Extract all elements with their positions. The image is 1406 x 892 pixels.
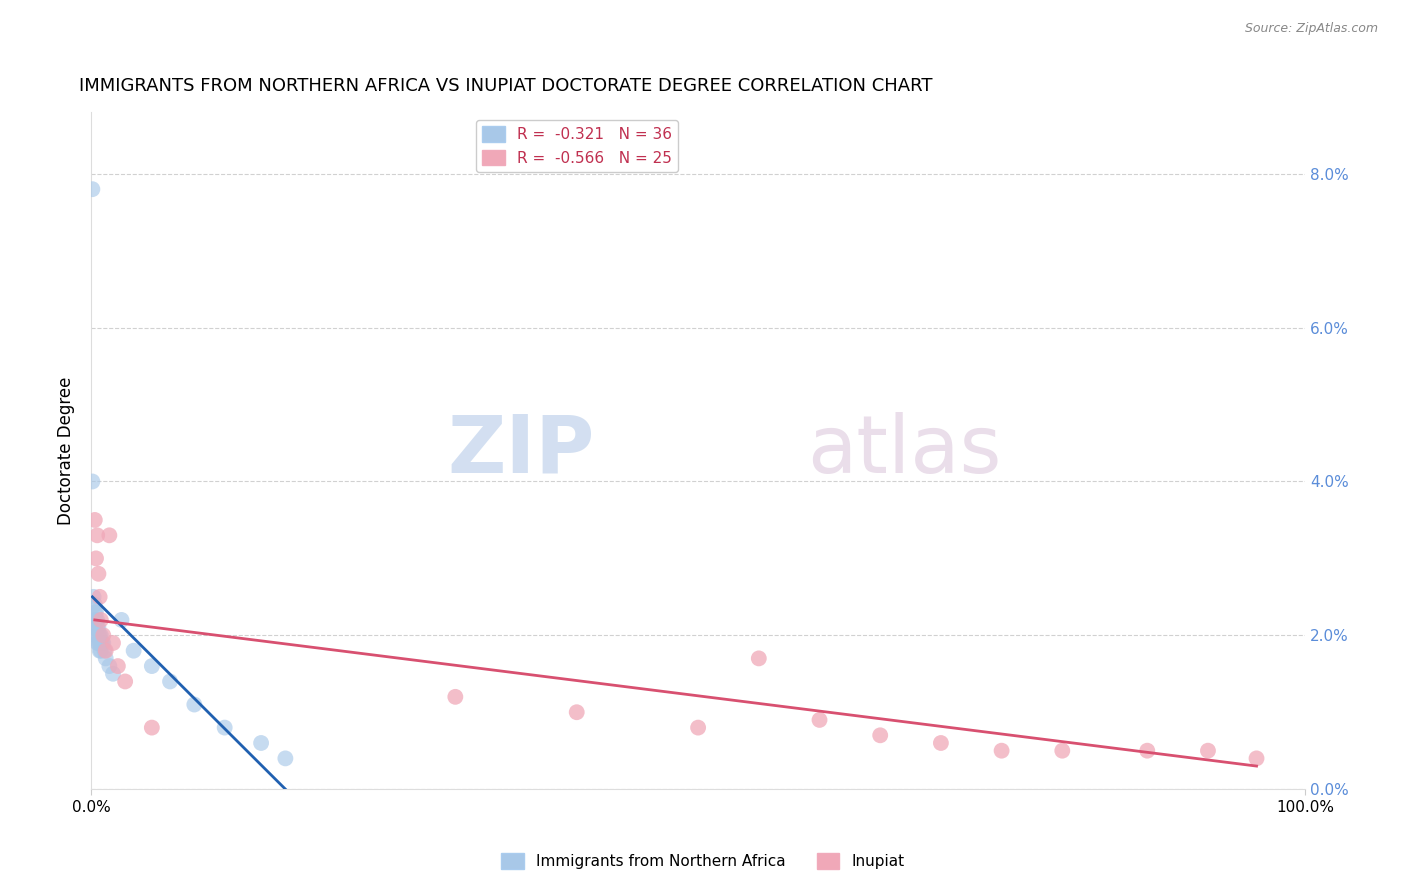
Point <box>808 713 831 727</box>
Point <box>83 621 105 635</box>
Point <box>94 643 117 657</box>
Point <box>86 613 108 627</box>
Point <box>141 659 163 673</box>
Point <box>98 659 121 673</box>
Point <box>183 698 205 712</box>
Point <box>91 636 114 650</box>
Y-axis label: Doctorate Degree: Doctorate Degree <box>58 376 75 524</box>
Legend: Immigrants from Northern Africa, Inupiat: Immigrants from Northern Africa, Inupiat <box>495 847 911 875</box>
Point <box>91 628 114 642</box>
Point <box>1136 744 1159 758</box>
Point <box>110 613 132 627</box>
Point <box>122 643 145 657</box>
Point <box>89 643 111 657</box>
Point <box>274 751 297 765</box>
Point <box>89 590 111 604</box>
Point <box>141 721 163 735</box>
Text: Source: ZipAtlas.com: Source: ZipAtlas.com <box>1244 22 1378 36</box>
Point <box>565 705 588 719</box>
Point <box>90 643 112 657</box>
Point <box>89 636 111 650</box>
Point <box>84 613 107 627</box>
Point <box>86 528 108 542</box>
Point <box>89 628 111 642</box>
Point <box>869 728 891 742</box>
Text: atlas: atlas <box>807 412 1001 490</box>
Point <box>84 551 107 566</box>
Point <box>82 182 104 196</box>
Point <box>98 528 121 542</box>
Point <box>84 628 107 642</box>
Point <box>83 590 105 604</box>
Point <box>87 566 110 581</box>
Point <box>93 643 115 657</box>
Point <box>101 666 124 681</box>
Point <box>250 736 273 750</box>
Point <box>107 659 129 673</box>
Point <box>444 690 467 704</box>
Text: ZIP: ZIP <box>447 412 595 490</box>
Point <box>87 628 110 642</box>
Text: IMMIGRANTS FROM NORTHERN AFRICA VS INUPIAT DOCTORATE DEGREE CORRELATION CHART: IMMIGRANTS FROM NORTHERN AFRICA VS INUPI… <box>79 78 932 95</box>
Point <box>929 736 952 750</box>
Point <box>90 613 112 627</box>
Point <box>90 628 112 642</box>
Point <box>86 636 108 650</box>
Point <box>83 613 105 627</box>
Point <box>83 513 105 527</box>
Point <box>101 636 124 650</box>
Point <box>214 721 236 735</box>
Point <box>90 636 112 650</box>
Point <box>83 598 105 612</box>
Point <box>1197 744 1219 758</box>
Point <box>87 636 110 650</box>
Point <box>1052 744 1074 758</box>
Point <box>86 621 108 635</box>
Point <box>159 674 181 689</box>
Point <box>82 475 104 489</box>
Point <box>94 651 117 665</box>
Legend: R =  -0.321   N = 36, R =  -0.566   N = 25: R = -0.321 N = 36, R = -0.566 N = 25 <box>475 120 678 172</box>
Point <box>87 621 110 635</box>
Point <box>84 605 107 619</box>
Point <box>748 651 770 665</box>
Point <box>83 605 105 619</box>
Point <box>1246 751 1268 765</box>
Point <box>114 674 136 689</box>
Point <box>688 721 710 735</box>
Point <box>91 636 114 650</box>
Point <box>990 744 1012 758</box>
